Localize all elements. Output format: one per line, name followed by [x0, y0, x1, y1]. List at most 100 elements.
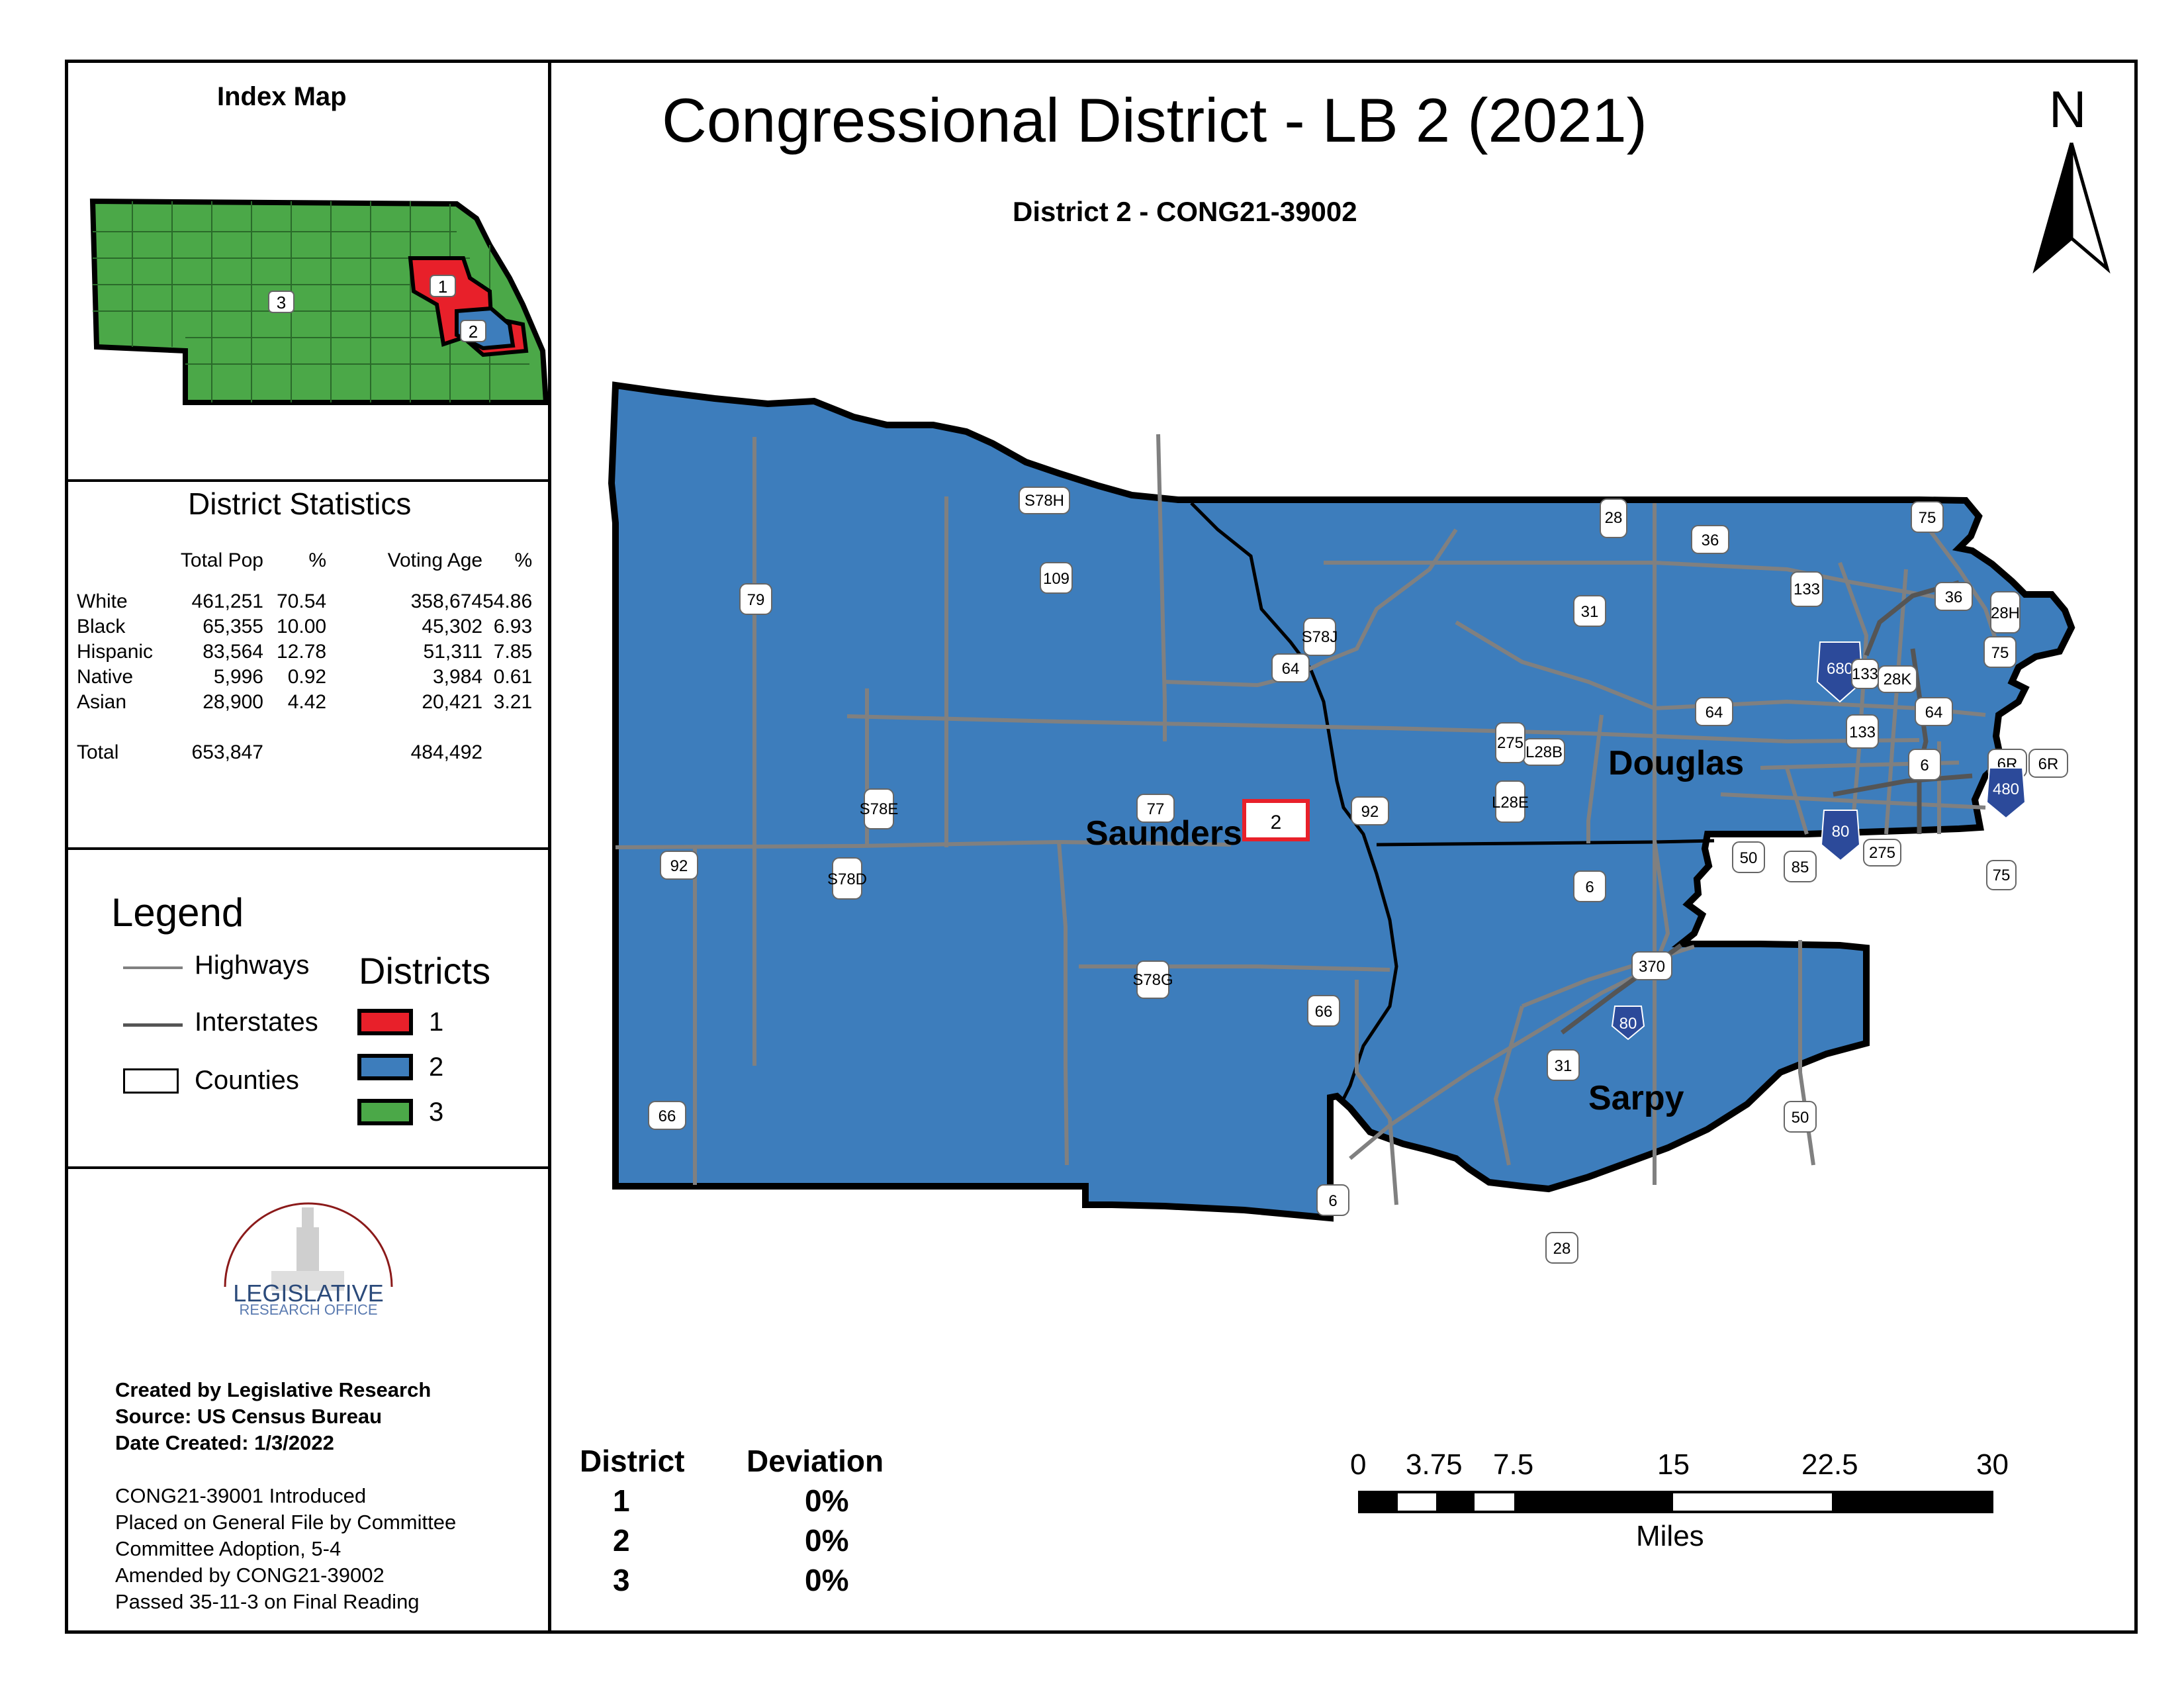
legend-counties-label: Counties: [195, 1066, 299, 1095]
stats-spacer: [77, 715, 532, 740]
shield-label: 64: [1282, 660, 1300, 678]
shield-label: 80: [1832, 823, 1850, 841]
shield-75-south: [1986, 860, 2017, 890]
divider-stats: [65, 847, 551, 850]
legislative-research-logo: LEGISLATIVE RESEARCH OFFICE: [224, 1202, 393, 1318]
stats-cell: 5,996: [213, 666, 263, 688]
shield-label: 31: [1555, 1057, 1572, 1075]
scale-label-7-5: 7.5: [1493, 1448, 1534, 1481]
stats-cell: Native: [77, 666, 134, 688]
notes-block: CONG21-39001 Introduced Placed on Genera…: [115, 1483, 456, 1615]
stats-cell: 484,492: [410, 741, 483, 763]
stats-cell: 6.93: [493, 616, 533, 637]
shield-label: 92: [1361, 803, 1379, 821]
county-label-douglas: Douglas: [1608, 744, 1744, 782]
index-county-lines: [93, 201, 529, 402]
stats-header-voting-pct: %: [514, 549, 533, 571]
stats-title: District Statistics: [188, 487, 412, 521]
legend-district-2-label: 2: [429, 1053, 444, 1082]
legend-district-3-label: 3: [429, 1098, 444, 1127]
legend-district-2-swatch: [357, 1054, 413, 1080]
scale-label-3-75: 3.75: [1406, 1448, 1463, 1481]
shield-6-mid: [1573, 870, 1606, 902]
shield-label: 80: [1619, 1015, 1637, 1033]
shield-l28e: [1495, 780, 1525, 823]
legend-interstates-label: Interstates: [195, 1008, 318, 1037]
stats-cell: 54.86: [482, 590, 533, 612]
shield-label: 66: [659, 1107, 676, 1125]
scale-label-0: 0: [1350, 1448, 1367, 1481]
legend-districts-title: Districts: [359, 950, 491, 992]
shield-label: 31: [1581, 603, 1599, 621]
shield-label: 28: [1605, 509, 1623, 527]
stats-cell: [482, 740, 532, 765]
shield-75-mid: [1983, 636, 2017, 668]
deviation-header-deviation: Deviation: [747, 1444, 884, 1478]
shield-92-west: [660, 851, 698, 880]
stats-cell: 7.85: [493, 641, 533, 663]
shield-label: 6: [1920, 757, 1929, 774]
shield-label: L28B: [1525, 743, 1563, 761]
shield-i480: [1985, 767, 2026, 820]
stats-row-asian: Asian 28,900 4.42 20,421 3.21: [77, 690, 532, 715]
shield-label: 36: [1702, 532, 1719, 549]
shield-275-west: [1495, 722, 1525, 763]
map-title: Congressional District - LB 2 (2021): [662, 85, 1647, 155]
index-label-2: 2: [469, 322, 478, 342]
shield-label: 85: [1792, 859, 1809, 876]
note-line: Passed 35-11-3 on Final Reading: [115, 1590, 420, 1613]
shield-label: 6R: [2038, 755, 2059, 773]
map-subtitle: District 2 - CONG21-39002: [1013, 196, 1357, 227]
logo-arc: [224, 1202, 393, 1288]
deviation-district-2: 2: [613, 1523, 630, 1558]
shield-label: 6: [1328, 1192, 1337, 1210]
shield-label: 77: [1147, 800, 1165, 818]
district-label: 2: [1271, 812, 1282, 833]
stats-header-pct: %: [308, 549, 327, 571]
shield-36-west: [1691, 525, 1729, 554]
divider-index: [65, 479, 551, 482]
stats-cell: 70.54: [277, 590, 327, 612]
logo-capitol-base: [271, 1271, 344, 1291]
shield-label: 75: [1993, 867, 2011, 884]
shield-label: 50: [1792, 1109, 1809, 1127]
index-label-1-bg: [430, 275, 456, 297]
shield-label: S78E: [860, 800, 899, 818]
highway-network: [615, 434, 2001, 1205]
shield-label: S78H: [1024, 492, 1064, 510]
county-label-sarpy: Sarpy: [1588, 1079, 1684, 1117]
shield-label: 79: [747, 591, 765, 609]
legend-title: Legend: [111, 890, 244, 935]
district-map: Saunders Douglas Sarpy 2 79 109 S78H 64 …: [608, 381, 2075, 1264]
index-map: 3 1 2: [89, 198, 549, 405]
shield-6-south: [1316, 1184, 1349, 1216]
legend-counties-swatch: [123, 1068, 179, 1094]
deviation-value-1: 0%: [805, 1483, 849, 1518]
legend-interstate-swatch: [123, 1023, 183, 1027]
shield-label: 680: [1827, 660, 1853, 678]
shield-label: 370: [1639, 958, 1665, 976]
shield-s78h: [1019, 487, 1070, 514]
stats-cell: 0.92: [287, 666, 327, 688]
shield-label: 66: [1315, 1003, 1333, 1021]
shield-6-east: [1908, 749, 1941, 780]
stats-cell: [277, 740, 341, 765]
shield-66-east: [1307, 995, 1340, 1027]
legend-district-1-label: 1: [429, 1008, 444, 1037]
shield-s78j: [1303, 618, 1336, 656]
shield-31-south: [1547, 1049, 1580, 1081]
shield-28k: [1878, 665, 1917, 693]
stats-cell: 45,302: [422, 616, 483, 637]
district-label-box: [1242, 799, 1310, 841]
stats-cell: 653,847: [191, 741, 263, 763]
shield-label: 50: [1740, 849, 1758, 867]
note-line: Amended by CONG21-39002: [115, 1564, 385, 1587]
stats-row-black: Black 65,355 10.00 45,302 6.93: [77, 614, 532, 639]
shield-label: 75: [1991, 644, 2009, 662]
index-district-3: [89, 198, 549, 405]
shield-6r-east: [2028, 749, 2068, 778]
stats-header-voting-age: Voting Age: [387, 549, 483, 571]
shield-label: 75: [1919, 509, 1936, 527]
shield-label: 92: [670, 857, 688, 875]
shield-i680: [1816, 641, 1864, 703]
